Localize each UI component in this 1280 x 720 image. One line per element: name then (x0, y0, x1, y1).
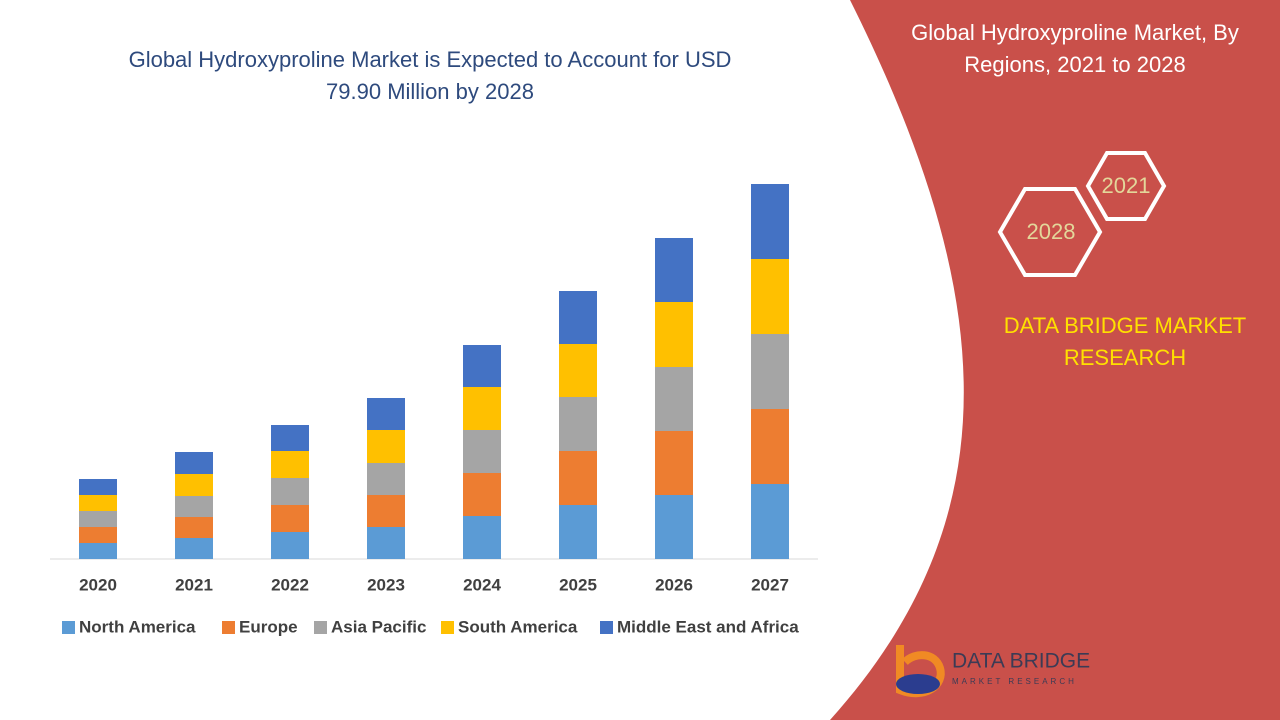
panel-title: Global Hydroxyproline Market, By Regions… (911, 20, 1239, 77)
x-tick-label: 2020 (79, 575, 117, 594)
bar-segment (175, 538, 213, 559)
bar-segment (751, 259, 789, 334)
bar-segment (463, 516, 501, 559)
x-tick-label: 2025 (559, 575, 597, 594)
legend-swatch (62, 621, 75, 634)
x-tick-label: 2023 (367, 575, 405, 594)
legend-label: North America (79, 617, 196, 636)
bar-segment (175, 517, 213, 538)
bar-segment (559, 451, 597, 505)
bar-segment (751, 484, 789, 559)
bar-segment (271, 505, 309, 532)
logo-tagline: MARKET RESEARCH (952, 677, 1077, 686)
bar-segment (655, 302, 693, 367)
bar-segment (79, 495, 117, 511)
bar-segment (271, 451, 309, 478)
bar-segment (559, 344, 597, 397)
legend-swatch (441, 621, 454, 634)
legend-swatch (222, 621, 235, 634)
chart-title: Global Hydroxyproline Market is Expected… (128, 47, 732, 104)
bar-segment (79, 527, 117, 543)
bar-segment (463, 345, 501, 387)
bar-segment (79, 479, 117, 495)
x-tick-label: 2021 (175, 575, 213, 594)
legend-label: South America (458, 617, 578, 636)
bar-segment (175, 452, 213, 474)
bar-segment (367, 527, 405, 559)
hexagon (1085, 151, 1167, 221)
x-tick-label: 2026 (655, 575, 693, 594)
bar-segment (559, 505, 597, 559)
bar-segment (655, 367, 693, 431)
bar-segment (655, 495, 693, 559)
bar-segment (559, 397, 597, 451)
logo (896, 645, 945, 698)
x-tick-label: 2022 (271, 575, 309, 594)
bar-segment (271, 532, 309, 559)
bar-segment (271, 478, 309, 505)
legend-swatch (314, 621, 327, 634)
bar-segment (175, 496, 213, 517)
bar-segment (367, 430, 405, 463)
hex-label: 2028 (1027, 219, 1076, 244)
bar-segment (79, 511, 117, 527)
hexagon (997, 187, 1103, 277)
hex-label: 2021 (1102, 173, 1151, 198)
legend-label: Europe (239, 617, 298, 636)
brand: DATA BRIDGE MARKET RESEARCH (1003, 313, 1247, 370)
legend-label: Asia Pacific (331, 617, 426, 636)
bar-segment (463, 387, 501, 430)
side-panel (830, 0, 1280, 720)
bar-segment (751, 409, 789, 484)
bar-segment (655, 431, 693, 495)
bar-segment (751, 334, 789, 409)
bar-segment (367, 495, 405, 527)
bar-segment (175, 474, 213, 496)
bar-segment (751, 184, 789, 259)
bar-segment (367, 463, 405, 495)
bar-segment (79, 543, 117, 559)
bar-segment (463, 430, 501, 473)
bar-segment (463, 473, 501, 516)
x-tick-label: 2027 (751, 575, 789, 594)
bar-segment (271, 425, 309, 451)
x-tick-label: 2024 (463, 575, 501, 594)
bar-segment (367, 398, 405, 430)
bar-segment (559, 291, 597, 344)
legend-swatch (600, 621, 613, 634)
logo-name: DATA BRIDGE (952, 650, 1090, 673)
bar-segment (655, 238, 693, 302)
legend-label: Middle East and Africa (617, 617, 799, 636)
